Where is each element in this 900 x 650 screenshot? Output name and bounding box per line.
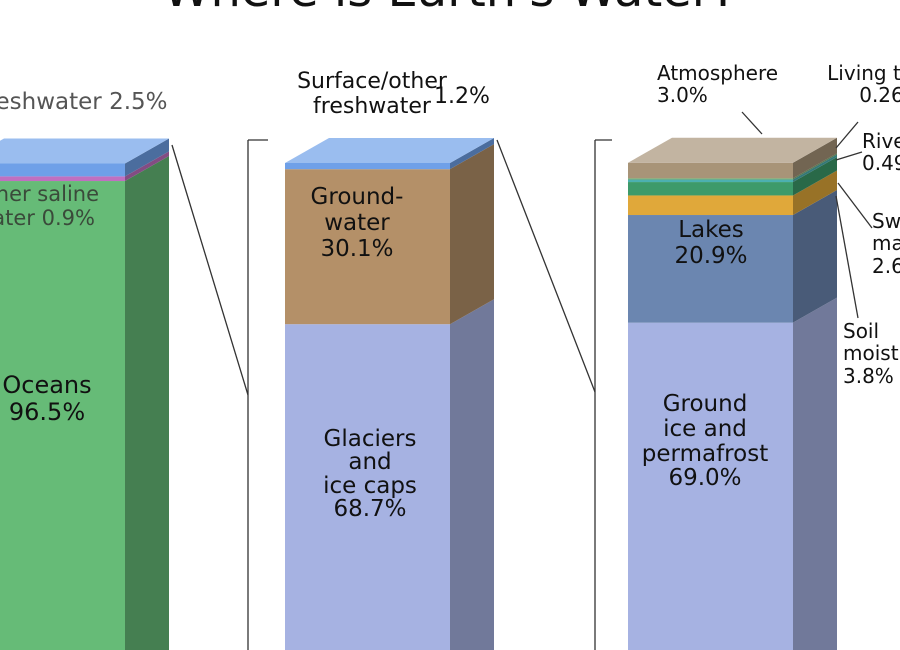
leader-line bbox=[835, 151, 863, 161]
value-label: 0.26% bbox=[859, 83, 900, 108]
segment-name: Rivers bbox=[862, 129, 900, 153]
bar-segment bbox=[285, 169, 450, 325]
bar-segment bbox=[628, 182, 793, 196]
segment-name: Ground ice and permafrost bbox=[641, 391, 769, 467]
bar-side bbox=[450, 299, 494, 650]
segment-label: Oceans 96.5% bbox=[2, 372, 91, 426]
leader-line bbox=[837, 182, 873, 229]
bar-segment bbox=[285, 163, 450, 170]
bar-segment bbox=[0, 163, 125, 177]
bar-segment bbox=[628, 162, 793, 179]
bar-top bbox=[628, 137, 837, 163]
segment-label: Rivers 0.49% bbox=[862, 130, 900, 175]
segment-name: Glaciers and ice caps bbox=[323, 426, 417, 499]
chart-title: Where is Earth's Water? bbox=[163, 0, 737, 18]
bar-side bbox=[793, 297, 837, 650]
bar-side bbox=[793, 170, 837, 216]
value-label: 2.5% bbox=[109, 89, 168, 115]
leader-line bbox=[835, 121, 859, 149]
segment-name: Soil moisture bbox=[843, 319, 900, 366]
segment-name: Other saline water bbox=[0, 182, 100, 230]
bar-segment bbox=[628, 215, 793, 323]
bar-side bbox=[125, 138, 169, 177]
bar-side bbox=[125, 151, 169, 182]
bar-side bbox=[793, 190, 837, 323]
connector bbox=[171, 144, 249, 396]
value-label: 0.9% bbox=[41, 205, 95, 230]
segment-name: Freshwater bbox=[0, 89, 102, 115]
segment-label: Lakes 20.9% bbox=[674, 217, 748, 270]
segment-label: Other saline water 0.9% bbox=[0, 182, 100, 230]
bar-segment bbox=[0, 176, 125, 182]
bar-top bbox=[285, 138, 494, 163]
bar-segment bbox=[628, 322, 793, 650]
segment-name: Lakes bbox=[678, 217, 744, 243]
segment-label: Surface/other freshwater bbox=[297, 69, 447, 119]
segment-name: Living things bbox=[827, 61, 900, 85]
segment-name: Oceans bbox=[2, 371, 92, 399]
connector bbox=[496, 139, 596, 393]
value-label: 3.0% bbox=[657, 83, 708, 108]
segment-label: Swamps, marshes 2.6% bbox=[872, 210, 900, 277]
value-label: 20.9% bbox=[674, 242, 748, 269]
segment-name: Swamps, marshes bbox=[872, 209, 900, 256]
value-label: 0.49% bbox=[862, 151, 900, 176]
segment-name: Surface/other freshwater bbox=[297, 69, 447, 119]
value-label: 30.1% bbox=[320, 235, 394, 262]
bar-segment bbox=[285, 324, 450, 650]
bar-side bbox=[125, 156, 169, 650]
segment-name: Atmosphere bbox=[657, 61, 779, 85]
value-label: 96.5% bbox=[8, 397, 86, 426]
bar-segment bbox=[628, 195, 793, 216]
segment-label: Ground ice and permafrost 69.0% bbox=[642, 392, 768, 491]
segment-label: Living things 0.26% bbox=[827, 62, 900, 107]
bar-segment bbox=[628, 178, 793, 180]
value-label: 2.6% bbox=[872, 253, 900, 278]
value-label: 68.7% bbox=[333, 496, 407, 523]
bar-segment bbox=[628, 179, 793, 183]
value-label: 1.2% bbox=[434, 84, 490, 109]
segment-name: Ground- water bbox=[310, 184, 404, 236]
leader-line bbox=[741, 111, 763, 135]
value-label: 3.8% bbox=[843, 363, 894, 388]
segment-label: Atmosphere 3.0% bbox=[657, 62, 778, 107]
bar-side bbox=[793, 157, 837, 196]
bar-top bbox=[0, 138, 169, 164]
bar-side bbox=[450, 138, 494, 170]
bar-side bbox=[793, 153, 837, 180]
bar-segment bbox=[0, 181, 125, 650]
segment-label: Ground- water 30.1% bbox=[310, 184, 404, 262]
bar-side bbox=[793, 137, 837, 179]
segment-label: Freshwater 2.5% bbox=[0, 89, 168, 116]
bar-side bbox=[793, 154, 837, 183]
leader-line bbox=[835, 195, 859, 319]
value-label: 69.0% bbox=[668, 465, 742, 492]
segment-label: Soil moisture 3.8% bbox=[843, 320, 900, 387]
bar-side bbox=[450, 144, 494, 325]
segment-label: Glaciers and ice caps 68.7% bbox=[323, 426, 417, 523]
